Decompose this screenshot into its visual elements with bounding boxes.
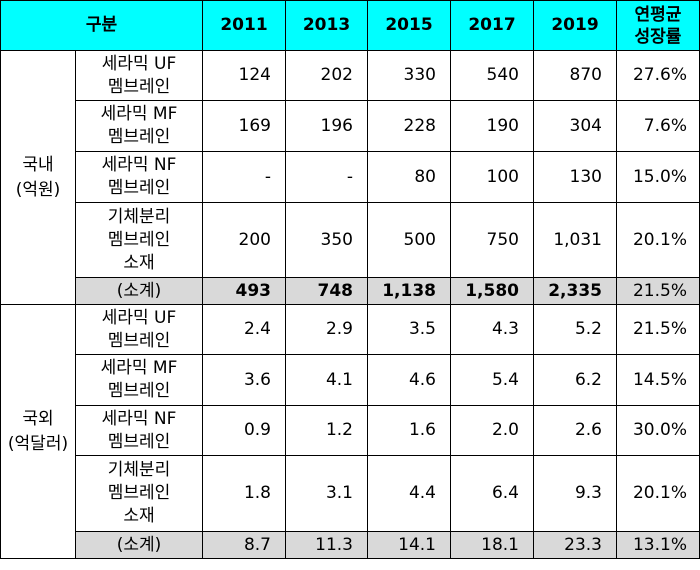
header-row: 구분 2011 2013 2015 2017 2019 연평균 성장률 bbox=[0, 0, 700, 51]
cell-value: 200 bbox=[202, 202, 286, 278]
region-label: 국외 (억달러) bbox=[0, 304, 76, 559]
cell-rate: 27.6% bbox=[616, 50, 700, 101]
cell-value: 9.3 bbox=[533, 455, 617, 532]
cell-value: 330 bbox=[367, 50, 451, 101]
cell-value: 350 bbox=[285, 202, 368, 278]
cell-value: 4.1 bbox=[285, 354, 368, 406]
cell-rate: 14.5% bbox=[616, 354, 700, 406]
cell-value: 14.1 bbox=[367, 531, 451, 559]
cell-value: 1,031 bbox=[533, 202, 617, 278]
cell-value: 3.5 bbox=[367, 304, 451, 355]
cell-value: 130 bbox=[533, 151, 617, 203]
item-label: 세라믹 MF 멤브레인 bbox=[75, 100, 203, 152]
cell-value: 493 bbox=[202, 277, 286, 305]
cell-value: - bbox=[202, 151, 286, 203]
cell-rate: 20.1% bbox=[616, 455, 700, 532]
item-label: 기체분리 멤브레인 소재 bbox=[75, 455, 203, 532]
cell-value: 500 bbox=[367, 202, 451, 278]
cell-value: 1,580 bbox=[450, 277, 534, 305]
cell-value: 169 bbox=[202, 100, 286, 152]
cell-rate: 21.5% bbox=[616, 277, 700, 305]
table-row: 세라믹 NF 멤브레인 0.9 1.2 1.6 2.0 2.6 30.0% bbox=[1, 405, 700, 456]
subtotal-row: (소계) 493 748 1,138 1,580 2,335 21.5% bbox=[1, 277, 700, 305]
table-row: 세라믹 MF 멤브레인 3.6 4.1 4.6 5.4 6.2 14.5% bbox=[1, 354, 700, 406]
cell-value: 748 bbox=[285, 277, 368, 305]
header-year: 2013 bbox=[285, 0, 368, 51]
cell-rate: 20.1% bbox=[616, 202, 700, 278]
cell-value: 2.0 bbox=[450, 405, 534, 456]
table-row: 국외 (억달러) 세라믹 UF 멤브레인 2.4 2.9 3.5 4.3 5.2… bbox=[0, 304, 700, 559]
cell-value: 1.8 bbox=[202, 455, 286, 532]
cell-value: 6.2 bbox=[533, 354, 617, 406]
cell-value: 750 bbox=[450, 202, 534, 278]
item-label: 세라믹 UF 멤브레인 bbox=[75, 304, 203, 355]
cell-value: 196 bbox=[285, 100, 368, 152]
cell-value: 23.3 bbox=[533, 531, 617, 559]
cell-value: 18.1 bbox=[450, 531, 534, 559]
cell-rate: 30.0% bbox=[616, 405, 700, 456]
cell-value: 190 bbox=[450, 100, 534, 152]
cell-rate: 21.5% bbox=[616, 304, 700, 355]
cell-value: 540 bbox=[450, 50, 534, 101]
cell-value: 8.7 bbox=[202, 531, 286, 559]
cell-value: - bbox=[285, 151, 368, 203]
cell-rate: 7.6% bbox=[616, 100, 700, 152]
cell-rate: 13.1% bbox=[616, 531, 700, 559]
cell-value: 228 bbox=[367, 100, 451, 152]
header-cagr: 연평균 성장률 bbox=[616, 0, 700, 51]
cell-value: 2.6 bbox=[533, 405, 617, 456]
cell-value: 2.9 bbox=[285, 304, 368, 355]
subtotal-label: (소계) bbox=[75, 277, 203, 305]
item-label: 세라믹 NF 멤브레인 bbox=[75, 151, 203, 203]
cell-value: 304 bbox=[533, 100, 617, 152]
item-label: 세라믹 UF 멤브레인 bbox=[75, 50, 203, 101]
cell-value: 202 bbox=[285, 50, 368, 101]
cell-value: 4.4 bbox=[367, 455, 451, 532]
header-category: 구분 bbox=[0, 0, 203, 51]
cell-value: 100 bbox=[450, 151, 534, 203]
cell-value: 124 bbox=[202, 50, 286, 101]
table-row: 기체분리 멤브레인 소재 1.8 3.1 4.4 6.4 9.3 20.1% bbox=[1, 455, 700, 532]
cell-value: 11.3 bbox=[285, 531, 368, 559]
cell-value: 3.1 bbox=[285, 455, 368, 532]
cell-value: 1.6 bbox=[367, 405, 451, 456]
cell-value: 2,335 bbox=[533, 277, 617, 305]
table-row: 세라믹 NF 멤브레인 - - 80 100 130 15.0% bbox=[1, 151, 700, 203]
cell-value: 80 bbox=[367, 151, 451, 203]
cell-rate: 15.0% bbox=[616, 151, 700, 203]
cell-value: 0.9 bbox=[202, 405, 286, 456]
cell-value: 5.4 bbox=[450, 354, 534, 406]
cell-value: 3.6 bbox=[202, 354, 286, 406]
cell-value: 4.6 bbox=[367, 354, 451, 406]
cell-value: 4.3 bbox=[450, 304, 534, 355]
region-label: 국내 (억원) bbox=[0, 50, 76, 305]
table-row: 기체분리 멤브레인 소재 200 350 500 750 1,031 20.1% bbox=[1, 202, 700, 278]
cell-value: 870 bbox=[533, 50, 617, 101]
table-row: 국내 (억원) 세라믹 UF 멤브레인 124 202 330 540 870 … bbox=[0, 50, 700, 305]
cell-value: 2.4 bbox=[202, 304, 286, 355]
subtotal-label: (소계) bbox=[75, 531, 203, 559]
header-year: 2019 bbox=[533, 0, 617, 51]
cell-value: 5.2 bbox=[533, 304, 617, 355]
header-year: 2017 bbox=[450, 0, 534, 51]
header-year: 2015 bbox=[367, 0, 451, 51]
table-row: 세라믹 MF 멤브레인 169 196 228 190 304 7.6% bbox=[1, 100, 700, 152]
item-label: 세라믹 MF 멤브레인 bbox=[75, 354, 203, 406]
cell-value: 6.4 bbox=[450, 455, 534, 532]
cell-value: 1.2 bbox=[285, 405, 368, 456]
item-label: 기체분리 멤브레인 소재 bbox=[75, 202, 203, 278]
cell-value: 1,138 bbox=[367, 277, 451, 305]
subtotal-row: (소계) 8.7 11.3 14.1 18.1 23.3 13.1% bbox=[1, 531, 700, 559]
header-year: 2011 bbox=[202, 0, 286, 51]
item-label: 세라믹 NF 멤브레인 bbox=[75, 405, 203, 456]
